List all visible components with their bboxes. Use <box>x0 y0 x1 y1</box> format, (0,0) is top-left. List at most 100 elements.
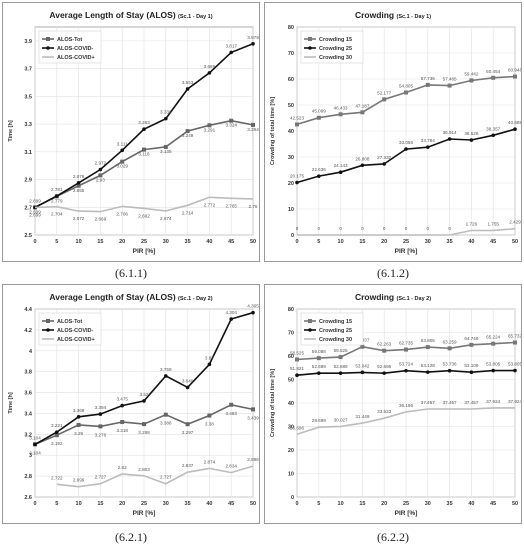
chart-panel-6-1-2: Crowding (Sc.1 - Day 1) 0 10 20 30 40 50 60 70 80… <box>264 2 522 262</box>
data-point <box>513 74 517 79</box>
x-tick-label: 20 <box>119 501 125 507</box>
data-label: 20.175 <box>290 174 304 179</box>
data-label: 52.689 <box>334 364 348 369</box>
x-tick-label: 50 <box>512 501 518 507</box>
data-label: 4.304 <box>225 310 237 315</box>
data-point <box>142 399 146 403</box>
data-point <box>55 430 59 434</box>
data-label: 3.475 <box>116 397 128 402</box>
data-label: 53.108 <box>464 363 478 368</box>
y-tick-label: 30 <box>288 155 294 161</box>
y-tick-label: 10 <box>288 207 294 213</box>
x-tick-label: 40 <box>206 239 212 245</box>
data-point <box>491 368 495 373</box>
x-tick-label: 15 <box>97 239 103 245</box>
data-point <box>251 310 255 315</box>
y-tick-label: 50 <box>288 378 294 384</box>
y-tick-label: 10 <box>288 472 294 478</box>
data-point <box>76 414 81 419</box>
legend-marker <box>46 46 50 50</box>
chart-subtitle: (Sc.1 - Day 1) <box>178 14 213 20</box>
data-label: 0 <box>318 226 321 231</box>
data-label: 40.688 <box>508 120 521 125</box>
data-label: 3.649 <box>182 378 194 383</box>
data-label: 38.357 <box>486 126 500 131</box>
data-label: 2.727 <box>160 475 172 480</box>
data-label: 2.714 <box>182 210 194 215</box>
data-point <box>404 90 408 95</box>
data-point <box>360 163 365 168</box>
chart-svg-6-2-1: Average Length of Stay (ALOS) (Sc.1 - Da… <box>8 292 259 517</box>
data-point <box>185 129 190 134</box>
chart-svg-6-2-2: Crowding (Sc.1 - Day 2)01020304050607080… <box>270 292 521 517</box>
data-label: 3.221 <box>51 423 63 428</box>
data-point <box>338 170 343 175</box>
x-tick-label: 5 <box>317 239 320 245</box>
chart-subtitle: (Sc.1 - Day 1) <box>397 14 432 20</box>
data-point <box>295 122 299 127</box>
data-label: 3.263 <box>138 120 150 125</box>
data-label: 52.695 <box>377 364 391 369</box>
y-tick-label: 4 <box>29 349 33 355</box>
data-label: 3.029 <box>116 164 128 169</box>
data-point <box>404 347 408 352</box>
data-point <box>404 368 408 373</box>
data-label: 2.669 <box>95 217 107 222</box>
data-label: 53.805 <box>486 362 500 367</box>
legend-label: Crowding 15 <box>319 37 352 43</box>
x-tick-label: 20 <box>119 239 125 245</box>
data-label: 64.746 <box>464 336 478 341</box>
data-point <box>360 370 365 375</box>
data-point <box>142 127 146 131</box>
data-label: 53.042 <box>355 363 369 368</box>
x-tick-label: 25 <box>141 239 147 245</box>
data-label: 3.291 <box>204 127 216 132</box>
data-label: 54.805 <box>399 84 413 89</box>
x-tick-label: 35 <box>447 501 453 507</box>
data-label: 36.526 <box>464 131 478 136</box>
data-label: 3.388 <box>160 421 172 426</box>
data-label: 3.817 <box>225 43 237 48</box>
data-point <box>33 205 37 210</box>
data-label: 3.759 <box>160 367 172 372</box>
data-label: 3.294 <box>247 127 259 132</box>
data-label: 3.29 <box>74 431 83 436</box>
x-axis-label: PIR [%] <box>133 510 156 517</box>
data-point <box>163 144 168 149</box>
chart-subtitle: (Sc.1 - Day 2) <box>397 296 432 302</box>
data-label: 2.704 <box>51 212 63 217</box>
data-point <box>317 174 321 178</box>
data-label: 2.699 <box>29 198 41 203</box>
y-tick-label: 2.8 <box>24 474 32 480</box>
y-tick-label: 30 <box>288 425 294 431</box>
y-axis-label: Crowding of total time [%] <box>270 97 276 165</box>
data-point <box>98 167 103 172</box>
data-label: 2.699 <box>29 209 41 214</box>
data-label: 27.332 <box>377 155 391 160</box>
y-tick-label: 3.9 <box>24 39 32 45</box>
data-point <box>316 115 321 120</box>
data-label: 2.722 <box>51 475 63 480</box>
data-point <box>142 147 146 152</box>
data-label: 2.429 <box>509 220 521 225</box>
data-point <box>120 420 125 425</box>
data-point <box>164 374 168 378</box>
data-label: 3.192 <box>51 441 63 446</box>
data-label: 3.439 <box>247 415 259 420</box>
data-point <box>360 110 365 115</box>
data-label: 3.135 <box>160 149 172 154</box>
data-label: 37.457 <box>421 400 435 405</box>
x-tick-label: 45 <box>228 501 234 507</box>
data-label: 52.177 <box>377 90 391 95</box>
data-label: 3.879 <box>247 35 259 40</box>
data-label: 59.525 <box>334 348 348 353</box>
data-point <box>98 424 103 429</box>
legend-label: Crowding 25 <box>319 46 352 52</box>
x-tick-label: 30 <box>425 239 431 245</box>
legend-marker <box>308 328 312 332</box>
data-point <box>447 368 452 373</box>
y-tick-label: 3 <box>29 453 32 459</box>
x-tick-label: 10 <box>338 239 344 245</box>
y-tick-label: 60 <box>288 77 294 83</box>
data-label: 2.834 <box>225 464 237 469</box>
